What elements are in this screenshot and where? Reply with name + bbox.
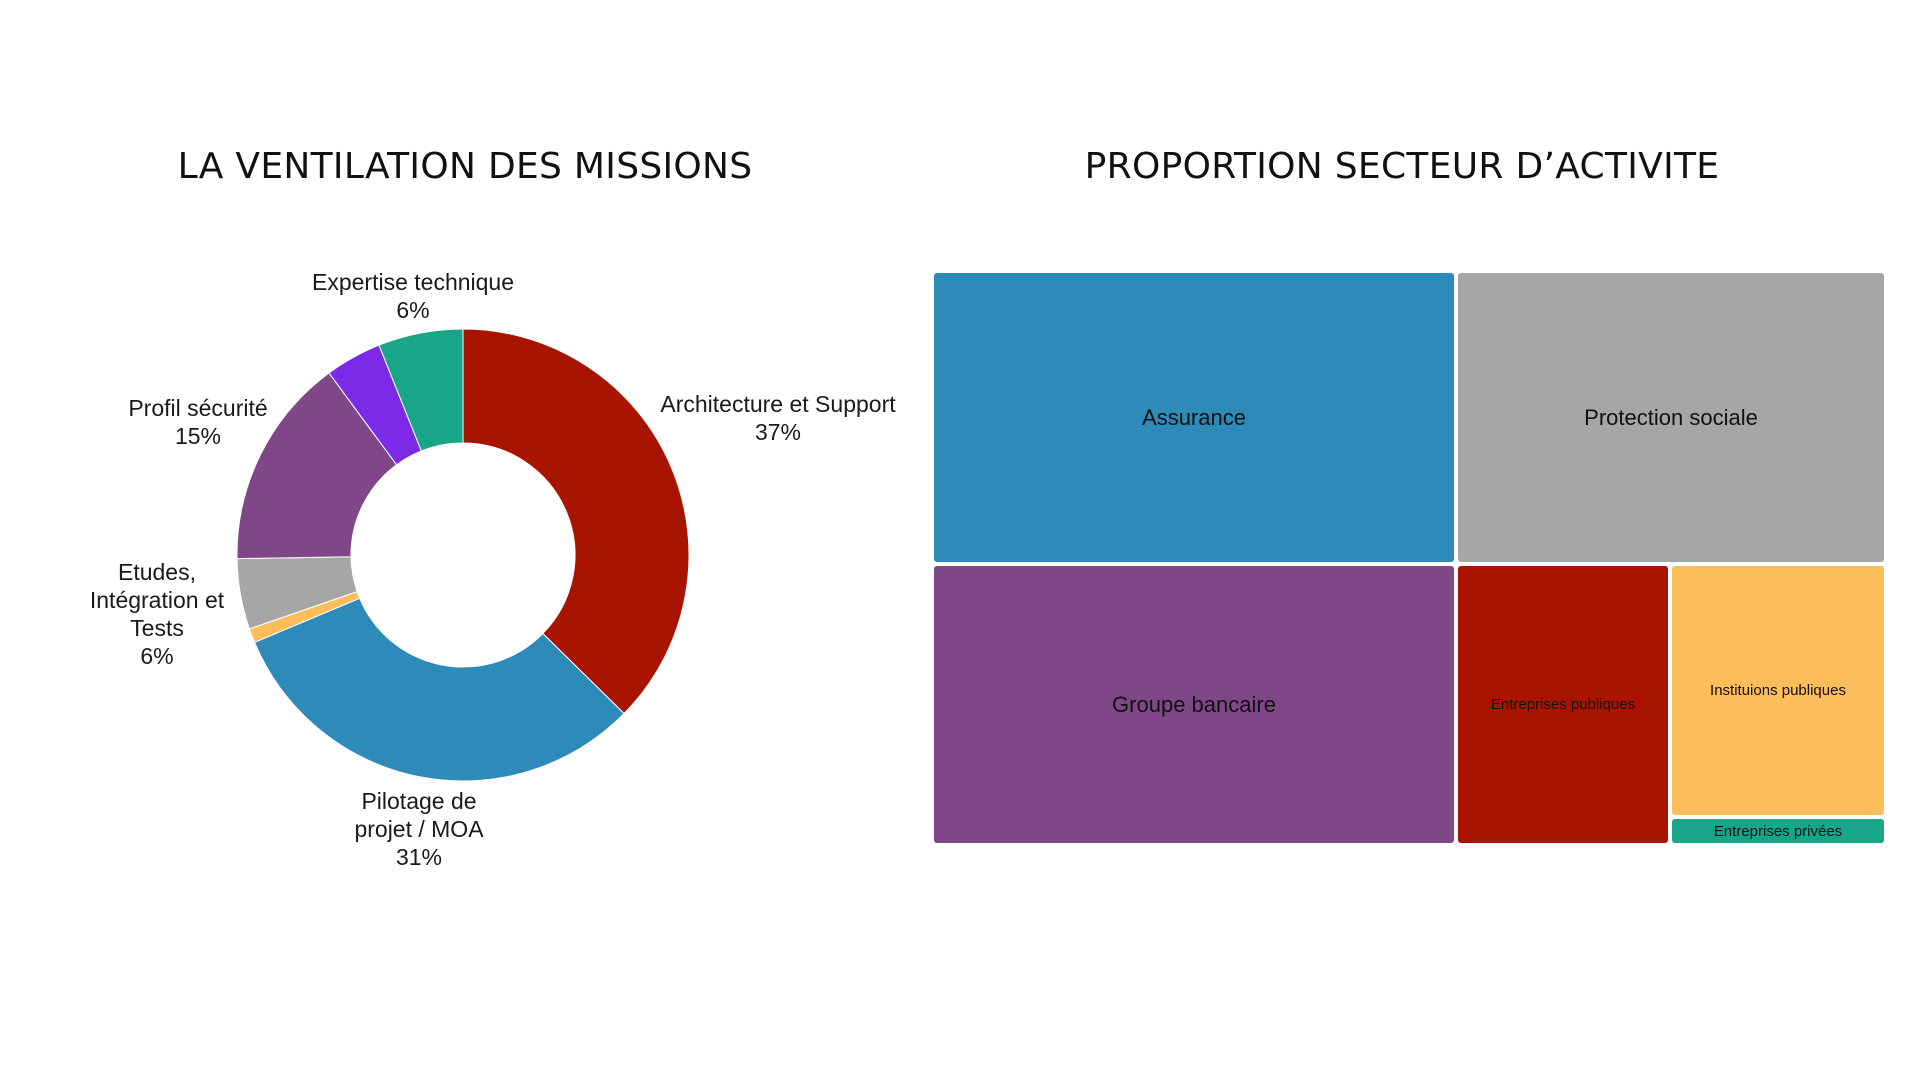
donut-label-pilotage: Pilotage de projet / MOA 31% [354,788,484,871]
treemap-tile-label: Instituions publiques [1710,682,1846,699]
donut-slice-1 [253,597,625,782]
treemap-tile-0: Assurance [934,273,1454,562]
donut-label-securite: Profil sécurité 15% [128,395,268,450]
treemap-tile-1: Protection sociale [1458,273,1884,562]
treemap-tile-2: Groupe bancaire [934,566,1454,843]
donut-label-expertise: Expertise technique 6% [311,269,515,324]
treemap-tile-label: Protection sociale [1584,404,1758,430]
treemap-tile-label: Assurance [1142,404,1246,430]
chart-title-missions: LA VENTILATION DES MISSIONS [177,146,753,187]
treemap-tile-4: Instituions publiques [1672,566,1884,815]
donut-slice-0 [462,328,690,715]
donut-label-architecture: Architecture et Support 37% [660,391,896,446]
donut-chart-missions [236,328,690,782]
treemap-tile-label: Groupe bancaire [1112,691,1276,717]
treemap-tile-5: Entreprises privées [1672,819,1884,843]
treemap-tile-label: Entreprises publiques [1490,696,1636,713]
treemap-tile-label: Entreprises privées [1713,822,1843,840]
donut-slice-6 [378,328,464,452]
treemap-tile-3: Entreprises publiques [1458,566,1668,843]
donut-label-etudes: Etudes, Intégration et Tests 6% [89,559,225,670]
chart-title-secteur: PROPORTION SECTEUR D’ACTIVITE [1084,146,1720,187]
donut-slice-4 [236,372,398,560]
